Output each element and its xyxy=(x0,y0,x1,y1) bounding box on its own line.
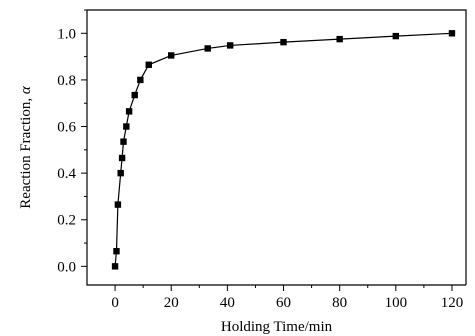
data-point xyxy=(117,169,124,177)
axes xyxy=(86,9,467,286)
axis-frame-left-bottom xyxy=(86,10,466,286)
x-axis-title: Holding Time/min xyxy=(221,319,333,335)
data-point xyxy=(145,61,152,68)
series-line xyxy=(114,32,452,267)
y-tick-label: 0.2 xyxy=(57,213,76,229)
data-point xyxy=(392,32,400,40)
data-markers xyxy=(111,30,456,270)
data-point xyxy=(204,45,211,52)
y-axis-title-text: Reaction Fraction, xyxy=(18,94,34,209)
y-tick-label: 0.8 xyxy=(57,73,76,89)
data-point xyxy=(111,263,119,270)
x-tick-label: 20 xyxy=(164,295,179,311)
data-point xyxy=(137,76,144,84)
data-point xyxy=(113,248,120,255)
x-tick-label: 40 xyxy=(220,295,235,311)
y-axis-title-symbol: α xyxy=(18,85,34,94)
y-tick-label: 0.6 xyxy=(57,120,76,136)
y-axis-title: Reaction Fraction, α xyxy=(18,85,34,209)
x-tick-label: 60 xyxy=(276,295,291,311)
data-point xyxy=(114,201,122,208)
tick-labels: 0 20 40 60 80 100 120 0.0 0.2 0.4 0.6 0.8 1.0 xyxy=(57,26,463,311)
data-point xyxy=(336,35,343,43)
data-point xyxy=(123,123,130,130)
ticks xyxy=(81,9,453,291)
data-point xyxy=(226,42,234,49)
x-tick-label: 120 xyxy=(441,295,464,311)
x-tick-label: 0 xyxy=(111,295,119,311)
data-point xyxy=(125,108,133,115)
axis-frame-top-right xyxy=(87,9,467,285)
data-point xyxy=(118,154,126,162)
y-tick-label: 0.0 xyxy=(57,259,76,275)
x-tick-label: 80 xyxy=(332,295,347,311)
data-point xyxy=(131,91,138,99)
data-point xyxy=(168,52,175,59)
y-tick-label: 1.0 xyxy=(57,26,76,42)
data-point xyxy=(448,30,456,37)
x-tick-label: 100 xyxy=(385,295,408,311)
data-point xyxy=(280,38,287,46)
data-point xyxy=(120,138,127,145)
y-tick-label: 0.4 xyxy=(57,166,76,182)
